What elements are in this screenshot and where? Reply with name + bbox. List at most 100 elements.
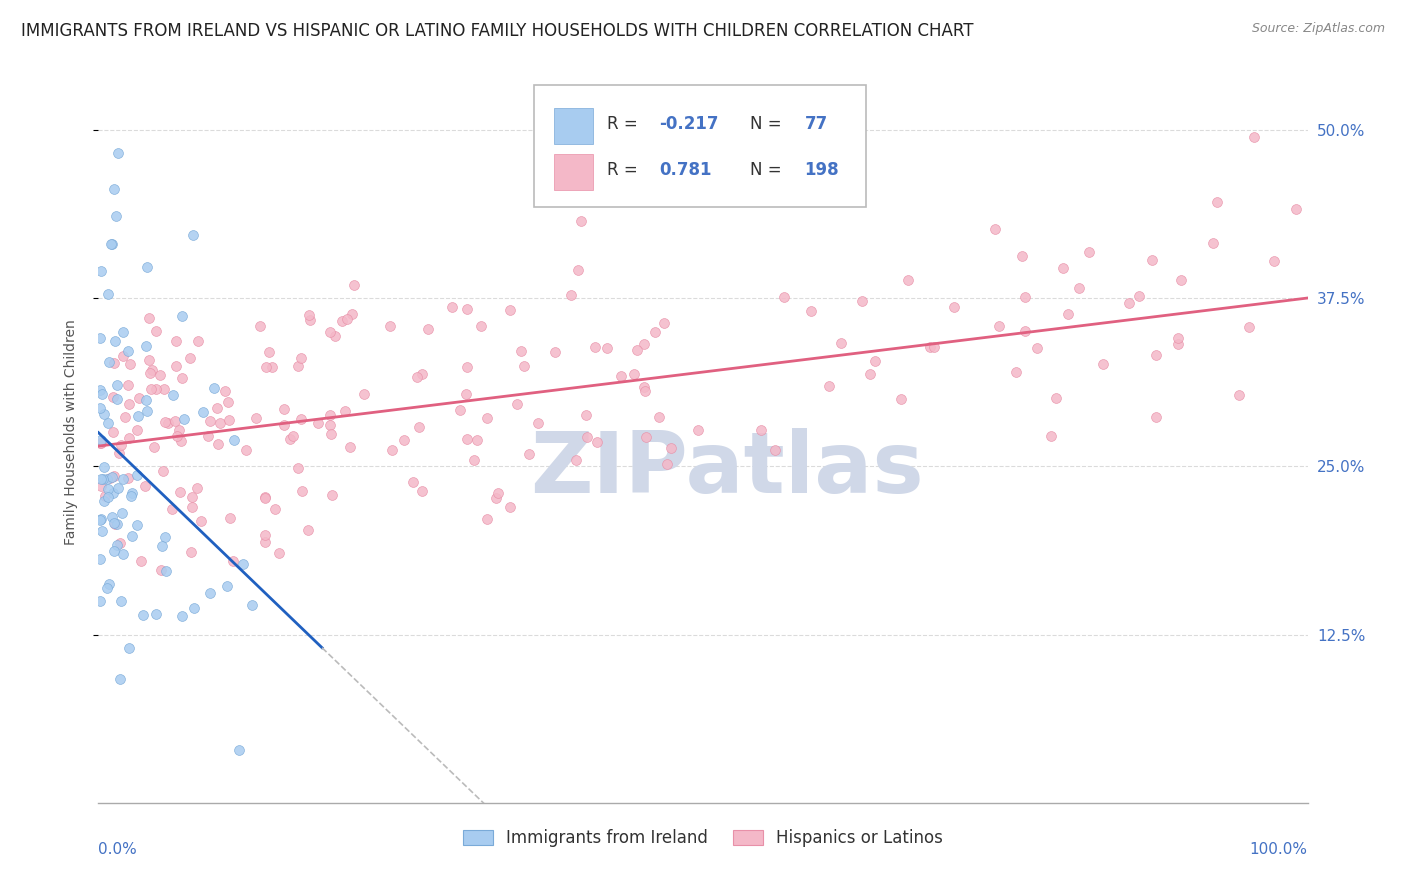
Point	[657, 457, 679, 471]
Point	[149, 563, 172, 577]
Point	[763, 443, 786, 458]
Point	[98, 470, 121, 484]
Point	[254, 360, 277, 375]
FancyBboxPatch shape	[554, 153, 593, 190]
Point	[207, 437, 229, 451]
Point	[215, 579, 238, 593]
Point	[339, 440, 361, 454]
Point	[89, 552, 111, 566]
Point	[139, 367, 162, 381]
Point	[269, 545, 291, 559]
Point	[1069, 281, 1091, 295]
Point	[336, 312, 359, 326]
Point	[155, 530, 177, 544]
Point	[440, 300, 463, 314]
Point	[652, 316, 675, 330]
Point	[254, 528, 277, 542]
Point	[117, 344, 139, 359]
Point	[253, 491, 276, 506]
Point	[145, 607, 167, 622]
Point	[155, 564, 177, 578]
Point	[120, 357, 142, 371]
Point	[125, 468, 148, 483]
Point	[105, 538, 128, 552]
Point	[983, 222, 1005, 236]
Point	[181, 228, 204, 243]
Point	[179, 351, 201, 366]
Point	[263, 502, 285, 516]
Point	[89, 383, 111, 397]
Point	[291, 484, 314, 499]
Point	[575, 408, 598, 422]
Point	[110, 437, 132, 451]
Point	[686, 423, 709, 437]
Point	[456, 301, 478, 316]
Point	[107, 145, 129, 160]
Point	[987, 318, 1010, 333]
Point	[187, 334, 209, 348]
Point	[135, 339, 157, 353]
Point	[920, 340, 942, 354]
Point	[165, 414, 187, 428]
Point	[402, 475, 425, 489]
Point	[145, 324, 167, 338]
Point	[209, 417, 232, 431]
Point	[101, 425, 124, 439]
Point	[89, 593, 111, 607]
Point	[564, 177, 586, 191]
Point	[167, 423, 190, 437]
Point	[648, 409, 671, 424]
Point	[1026, 341, 1049, 355]
Point	[278, 432, 301, 446]
Point	[1014, 290, 1036, 304]
Point	[321, 487, 343, 501]
Y-axis label: Family Households with Children: Family Households with Children	[63, 319, 77, 546]
Point	[111, 325, 134, 339]
Point	[135, 392, 157, 407]
Point	[135, 260, 157, 274]
Point	[118, 397, 141, 411]
Point	[405, 369, 427, 384]
Point	[93, 459, 115, 474]
Point	[145, 382, 167, 396]
Point	[863, 354, 886, 368]
Point	[89, 513, 111, 527]
Point	[110, 594, 132, 608]
Point	[513, 359, 536, 373]
Point	[200, 585, 222, 599]
Point	[169, 484, 191, 499]
Point	[118, 640, 141, 655]
Point	[456, 359, 478, 374]
Point	[773, 290, 796, 304]
Point	[942, 300, 965, 314]
Point	[394, 433, 416, 447]
Point	[197, 429, 219, 443]
Point	[190, 514, 212, 528]
Point	[897, 273, 920, 287]
Point	[470, 318, 492, 333]
Point	[1237, 319, 1260, 334]
Text: Source: ZipAtlas.com: Source: ZipAtlas.com	[1251, 22, 1385, 36]
Point	[851, 293, 873, 308]
Point	[186, 482, 208, 496]
Point	[1144, 409, 1167, 424]
Point	[287, 359, 309, 373]
Point	[165, 334, 187, 349]
Point	[103, 469, 125, 483]
Point	[1206, 194, 1229, 209]
Point	[98, 577, 121, 591]
Point	[260, 359, 283, 374]
Point	[544, 345, 567, 359]
Point	[105, 209, 128, 223]
Point	[1056, 307, 1078, 321]
Point	[633, 336, 655, 351]
Point	[170, 309, 193, 323]
Point	[93, 489, 115, 503]
Point	[165, 359, 187, 373]
Point	[343, 277, 366, 292]
Point	[150, 539, 173, 553]
Point	[121, 528, 143, 542]
Point	[307, 416, 329, 430]
Text: 0.0%: 0.0%	[98, 842, 138, 856]
Point	[290, 411, 312, 425]
